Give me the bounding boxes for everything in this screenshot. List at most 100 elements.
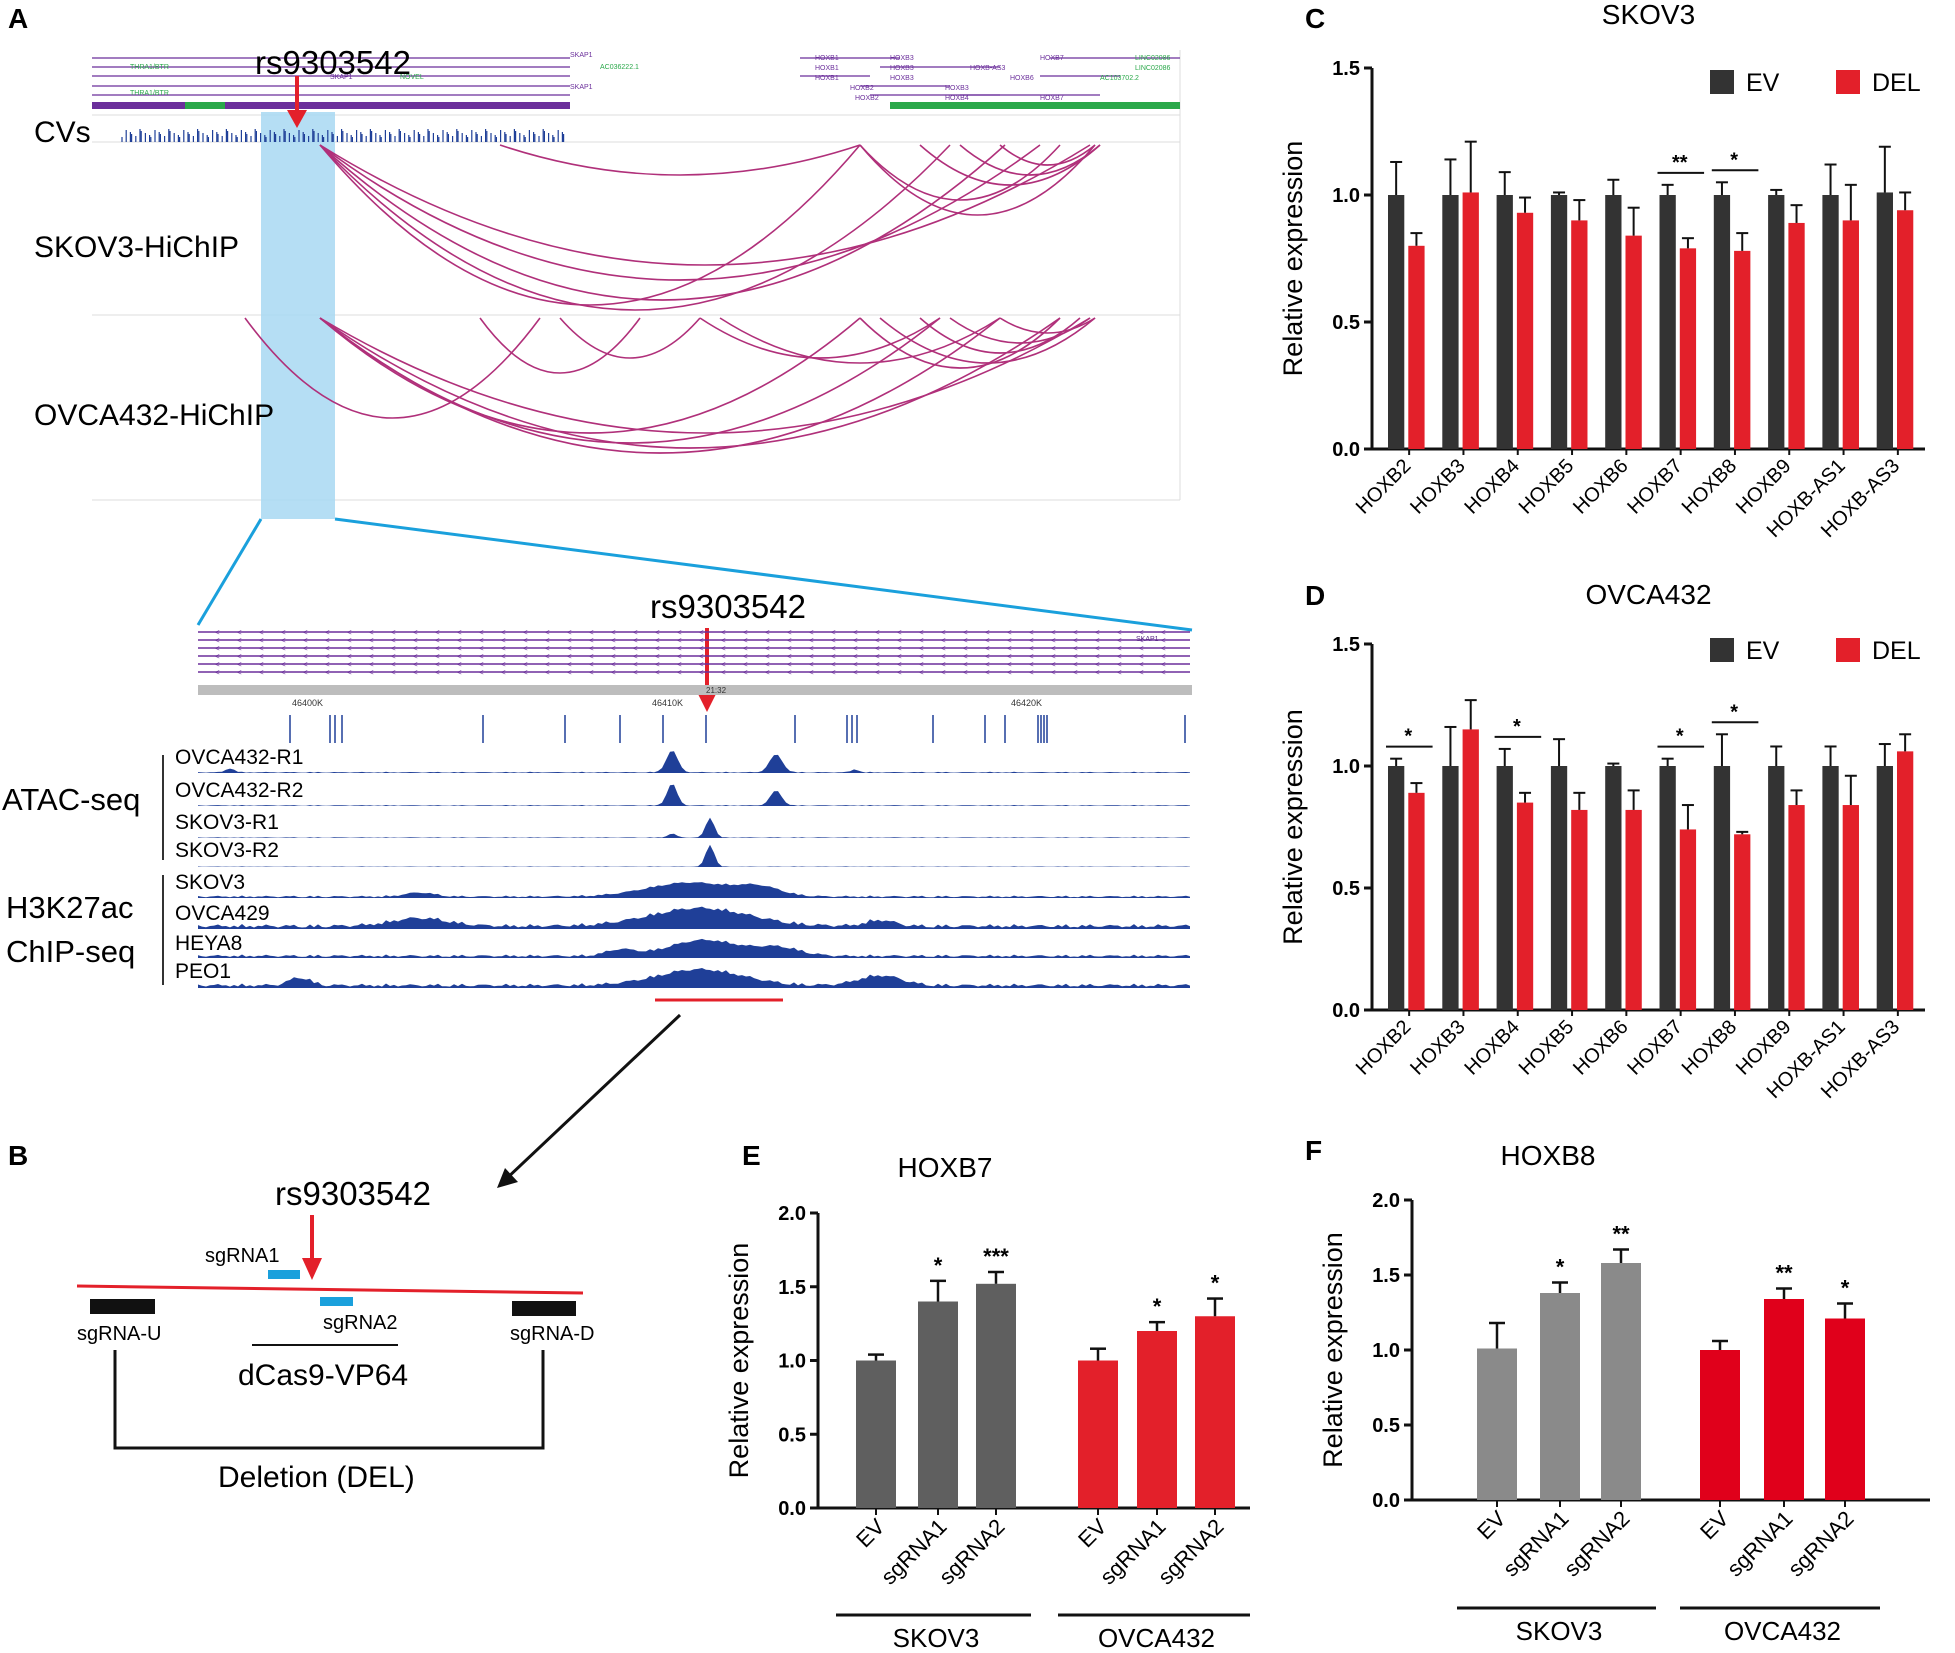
ruler-bar — [198, 685, 1192, 695]
atac-signal — [198, 817, 1190, 838]
strand-arrow: < — [787, 644, 792, 653]
sgrna2-marker — [320, 1297, 353, 1306]
strand-arrow: < — [787, 628, 792, 637]
strand-arrow: < — [743, 628, 748, 637]
zoom-gene-track: < < < < < < < < < < < < < < < < < < < < < < < < < < < < < < < < < < < < < < < <… — [198, 628, 1190, 677]
strand-arrow: < — [1029, 628, 1034, 637]
y-tick-label: 1.0 — [1372, 1340, 1400, 1362]
strand-arrow: < — [1139, 628, 1144, 637]
sgrna-u-label: sgRNA-U — [77, 1323, 161, 1345]
ovca432-hichip-loops — [244, 317, 1096, 454]
strand-arrow: < — [1139, 660, 1144, 669]
bar — [1605, 766, 1622, 1010]
panel-letter-f: F — [1305, 1135, 1322, 1166]
strand-arrow: < — [545, 644, 550, 653]
snp-label-b: rs9303542 — [275, 1175, 431, 1212]
y-tick-label: 0.0 — [1372, 1490, 1400, 1512]
y-axis-label: Relative expression — [1278, 709, 1308, 945]
bar — [1571, 809, 1588, 1010]
strand-arrow: < — [413, 652, 418, 661]
strand-arrow: < — [479, 668, 484, 677]
significance-label: ** — [1612, 1222, 1630, 1247]
strand-arrow: < — [215, 628, 220, 637]
strand-arrow: < — [985, 652, 990, 661]
strand-arrow: < — [303, 644, 308, 653]
bar — [1625, 235, 1642, 449]
y-tick-label: 1.5 — [778, 1277, 806, 1299]
strand-arrow: < — [831, 660, 836, 669]
chart-c: SKOV3 0.0 0.5 1.0 1.5 Relative expression HOXB… — [1278, 0, 1925, 542]
strand-arrow: < — [677, 636, 682, 645]
y-tick-label: 2.0 — [778, 1203, 806, 1225]
chip-signal — [198, 906, 1190, 929]
chart-title: SKOV3 — [1602, 0, 1695, 30]
strand-arrow: < — [589, 652, 594, 661]
strand-arrow: < — [325, 652, 330, 661]
significance-label: ** — [1775, 1261, 1793, 1286]
strand-arrow: < — [1029, 668, 1034, 677]
bar — [1713, 195, 1731, 449]
strand-arrow: < — [1051, 644, 1056, 653]
bar — [1477, 1348, 1517, 1500]
strand-arrow: < — [1051, 636, 1056, 645]
chip-signal — [198, 882, 1190, 898]
strand-arrow: < — [633, 668, 638, 677]
strand-arrow: < — [875, 660, 880, 669]
strand-arrow: < — [1007, 668, 1012, 677]
bar — [1734, 250, 1751, 449]
strand-arrow: < — [391, 668, 396, 677]
strand-arrow: < — [743, 668, 748, 677]
strand-arrow: < — [655, 660, 660, 669]
strand-arrow: < — [677, 644, 682, 653]
hichip-loop — [319, 144, 1006, 301]
strand-arrow: < — [1161, 644, 1166, 653]
chip-tracks — [198, 882, 1190, 988]
significance-label: * — [1513, 716, 1521, 738]
bar — [1442, 766, 1459, 1010]
strand-arrow: < — [1051, 668, 1056, 677]
atac-signal — [198, 844, 1190, 867]
gene-label: HOXB3 — [945, 85, 969, 92]
strand-arrow: < — [875, 652, 880, 661]
strand-arrow: < — [655, 652, 660, 661]
strand-arrow: < — [303, 660, 308, 669]
strand-arrow: < — [699, 628, 704, 637]
x-tick-label: EV — [1472, 1506, 1511, 1545]
strand-arrow: < — [831, 668, 836, 677]
strand-arrow: < — [1161, 628, 1166, 637]
gene-bar — [92, 102, 570, 109]
strand-arrow: < — [1029, 644, 1034, 653]
strand-arrow: < — [347, 636, 352, 645]
strand-arrow: < — [809, 660, 814, 669]
hichip-loop — [919, 317, 1081, 354]
gene-label: HOXB3 — [890, 55, 914, 62]
strand-arrow: < — [985, 668, 990, 677]
strand-arrow: < — [1139, 652, 1144, 661]
bar — [918, 1301, 958, 1508]
x-tick-label: HOXB8 — [1678, 455, 1742, 519]
strand-arrow: < — [1073, 636, 1078, 645]
sgrna-d-label: sgRNA-D — [510, 1323, 594, 1345]
strand-arrow: < — [699, 636, 704, 645]
panel-letter-d: D — [1305, 580, 1325, 611]
strand-arrow: < — [567, 628, 572, 637]
strand-arrow: < — [633, 644, 638, 653]
y-tick-label: 1.0 — [778, 1351, 806, 1373]
strand-arrow: < — [281, 644, 286, 653]
strand-arrow: < — [457, 636, 462, 645]
significance-label: ** — [1672, 152, 1688, 174]
strand-arrow: < — [1029, 660, 1034, 669]
strand-arrow: < — [325, 636, 330, 645]
strand-arrow: < — [963, 636, 968, 645]
strand-arrow: < — [523, 668, 528, 677]
gene-bar — [890, 102, 1180, 109]
chart-d: OVCA432 0.0 0.5 1.0 1.5 Relative expression HO… — [1278, 579, 1925, 1103]
x-tick-label: HOXB7 — [1623, 455, 1687, 519]
snp-label-zoom: rs9303542 — [650, 588, 806, 625]
strand-arrow: < — [215, 668, 220, 677]
y-tick-label: 0.0 — [778, 1498, 806, 1520]
strand-arrow: < — [523, 644, 528, 653]
gene-label: THRA1/BTR — [130, 64, 169, 71]
ruler-46400k: 46400K — [292, 698, 323, 708]
legend-label-ev: EV — [1746, 637, 1780, 665]
